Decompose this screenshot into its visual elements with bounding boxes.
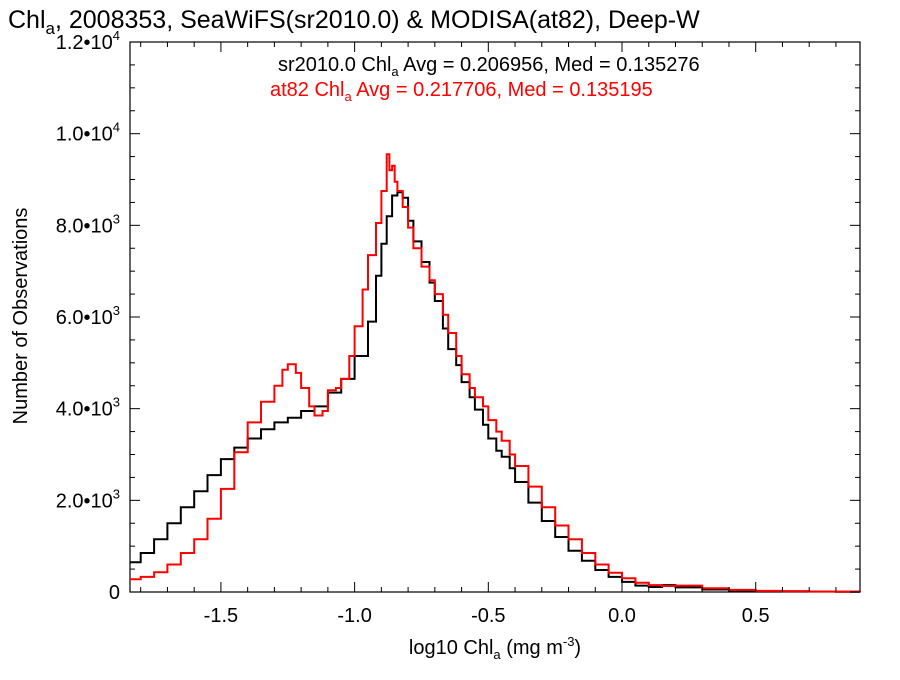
legend-entry-at82: at82 Chla Avg = 0.217706, Med = 0.135195	[270, 79, 653, 104]
xlabel-subscript: a	[493, 647, 501, 662]
x-tick-label: -1.5	[204, 605, 238, 627]
title-prefix: Chl	[8, 6, 46, 34]
title-subscript: a	[46, 19, 56, 38]
series-line-0	[130, 191, 861, 593]
legend-1-prefix: at82 Chl	[270, 79, 345, 101]
y-axis-label: Number of Observations	[10, 208, 32, 425]
xlabel-prefix: log10 Chl	[409, 637, 494, 659]
legend-1-rest: Avg = 0.217706, Med = 0.135195	[352, 79, 653, 101]
plot-area	[129, 41, 861, 593]
legend-0-prefix: sr2010.0 Chl	[278, 54, 391, 76]
y-tick-label: 1.2•104	[56, 28, 120, 54]
series-line-1	[130, 153, 861, 593]
y-tick-label: 4.0•103	[56, 395, 120, 421]
series-layer	[130, 153, 861, 593]
xlabel-mid: (mg m	[501, 637, 563, 659]
chart-title: Chla, 2008353, SeaWiFS(sr2010.0) & MODIS…	[8, 6, 700, 38]
x-tick-label: 0.5	[742, 605, 770, 627]
legend-0-subscript: a	[391, 64, 399, 79]
xlabel-superscript: -3	[563, 634, 575, 649]
y-tick-label: 2.0•103	[56, 486, 120, 512]
title-rest: , 2008353, SeaWiFS(sr2010.0) & MODISA(at…	[55, 6, 700, 34]
x-tick-label: -0.5	[471, 605, 505, 627]
y-tick-label: 8.0•103	[56, 211, 120, 237]
x-tick-label: -1.0	[337, 605, 371, 627]
xlabel-suffix: )	[574, 637, 581, 659]
x-axis-label: log10 Chla (mg m-3)	[409, 634, 581, 662]
legend-0-rest: Avg = 0.206956, Med = 0.135276	[399, 54, 700, 76]
axes-layer: -1.5 -1.0 -0.5 0.0 0.5 0 2.0•103 4.0•103 6.0•103…	[56, 28, 860, 627]
legend-entry-sr2010: sr2010.0 Chla Avg = 0.206956, Med = 0.13…	[278, 54, 700, 79]
y-tick-label: 1.0•104	[56, 120, 120, 146]
y-tick-label: 0	[109, 582, 120, 604]
plot-frame	[129, 41, 861, 593]
x-tick-label: 0.0	[608, 605, 636, 627]
legend-1-subscript: a	[345, 89, 353, 104]
y-tick-label: 6.0•103	[56, 303, 120, 329]
